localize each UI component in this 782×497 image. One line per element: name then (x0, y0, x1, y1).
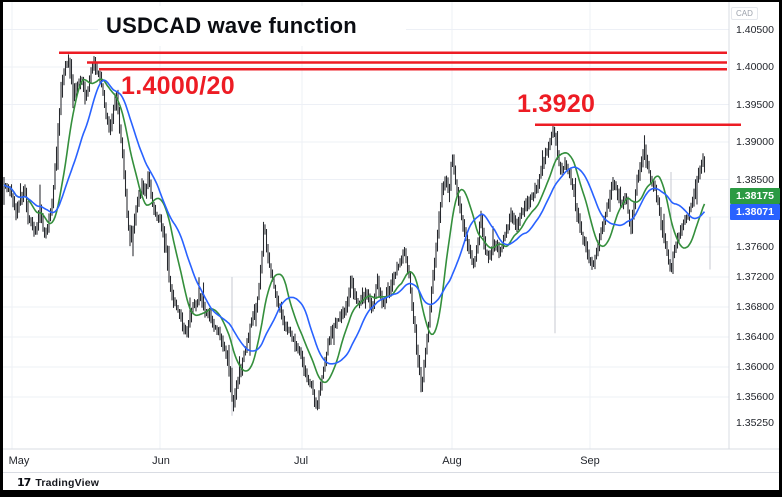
month-label-may: May (8, 455, 30, 467)
ma-fast-price-value: 1.38175 (736, 190, 774, 202)
price-tick-label: 1.35250 (736, 417, 774, 430)
currency-label: CAD (736, 9, 753, 18)
month-label-jun: Jun (152, 455, 170, 467)
time-axis[interactable]: May Jun Jul Aug Sep (3, 449, 729, 472)
month-label-aug: Aug (442, 455, 462, 467)
price-tick-label: 1.39500 (736, 98, 774, 111)
resistance-zone-label[interactable]: 1.4000/20 (121, 72, 235, 100)
chart-title-box[interactable]: USDCAD wave function (98, 6, 406, 46)
price-tick-label: 1.36800 (736, 301, 774, 313)
month-label-jul: Jul (293, 455, 309, 467)
price-tick-label: 1.38500 (736, 173, 774, 186)
price-tick-label: 1.40000 (736, 61, 774, 73)
attribution-bar: 17 TradingView (17, 475, 99, 490)
currency-chip: CAD (731, 7, 758, 20)
ma-slow-price-badge: 1.38071 (730, 204, 780, 220)
ma-slow-price-value: 1.38071 (736, 206, 774, 218)
tradingview-brand[interactable]: TradingView (35, 476, 100, 489)
chart-title: USDCAD wave function (106, 13, 357, 38)
price-tick-label: 1.37600 (736, 241, 774, 253)
month-label-sep: Sep (580, 455, 600, 467)
resistance-level-label[interactable]: 1.3920 (517, 90, 596, 118)
tradingview-logo-icon: 17 (17, 476, 31, 489)
price-tick-label: 1.36400 (736, 331, 774, 343)
chart-panel (3, 2, 779, 490)
price-axis[interactable]: 1.40500 1.40000 1.39500 1.39000 1.38500 1.380… (730, 2, 779, 449)
ma-fast-price-badge: 1.38175 (730, 188, 780, 204)
price-tick-label: 1.35600 (736, 391, 774, 403)
price-tick-label: 1.39000 (736, 136, 774, 148)
price-tick-label: 1.37200 (736, 271, 774, 283)
price-tick-label: 1.40500 (736, 23, 774, 36)
price-tick-label: 1.36000 (736, 361, 774, 373)
